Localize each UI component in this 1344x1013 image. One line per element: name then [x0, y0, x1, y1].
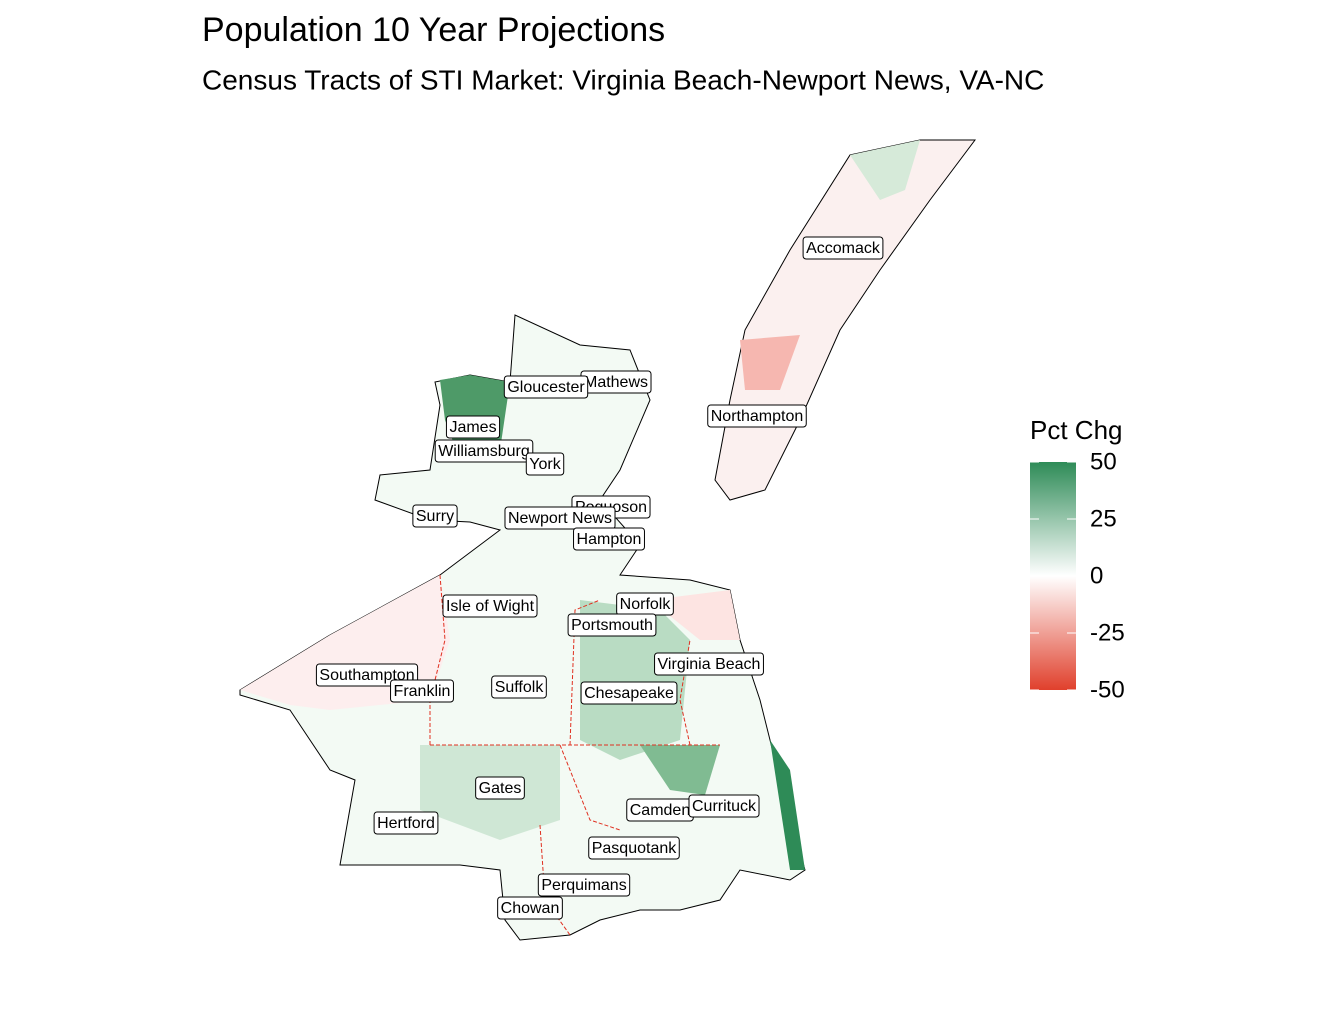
legend-ticks: 50 25 0 -25 -50 [1030, 448, 1125, 703]
label-text: Isle of Wight [446, 598, 535, 615]
eastern-shore-decline [740, 335, 800, 390]
label-text: Southampton [319, 667, 414, 684]
legend-tick-label: 50 [1090, 448, 1117, 475]
county-border [559, 744, 621, 831]
county-label: Suffolk [491, 675, 547, 699]
label-box [442, 594, 538, 618]
label-text: Currituck [692, 798, 757, 815]
label-text: Perquimans [541, 877, 626, 894]
label-text: Virginia Beach [658, 656, 761, 673]
label-box [707, 404, 807, 428]
chesapeake-area [580, 600, 690, 760]
label-box [588, 836, 680, 860]
county-label: Surry [412, 504, 458, 528]
county-label: James [445, 415, 501, 439]
county-label: Hampton [573, 527, 645, 551]
county-label: Camden [626, 798, 694, 822]
label-text: Camden [630, 802, 690, 819]
label-text: Hampton [577, 531, 642, 548]
label-box [802, 236, 884, 260]
county-label: Pasquotank [588, 836, 680, 860]
currituck-area [640, 745, 720, 795]
county-label: Currituck [688, 794, 760, 818]
county-label: York [525, 452, 565, 476]
eastern-shore-growth [850, 140, 920, 200]
county-label: Perquimans [537, 873, 631, 897]
label-text: Surry [416, 508, 454, 525]
county-label: Gates [475, 776, 525, 800]
label-text: Newport News [508, 510, 612, 527]
label-text: Portsmouth [571, 617, 653, 634]
legend-tick-label: -25 [1090, 619, 1125, 646]
label-box [503, 375, 589, 399]
label-text: Chowan [501, 900, 560, 917]
label-text: Hertford [377, 815, 435, 832]
label-text: Williamsburg [438, 443, 530, 460]
label-text: Norfolk [620, 596, 672, 613]
county-label: Northampton [707, 404, 807, 428]
label-box [373, 811, 439, 835]
label-box [537, 873, 631, 897]
county-label: Mathews [580, 370, 652, 394]
label-box [580, 681, 678, 705]
label-box [475, 776, 525, 800]
county-label: Newport News [504, 506, 616, 530]
county-label: Chesapeake [580, 681, 678, 705]
label-box [390, 679, 454, 703]
legend-tick-label: -50 [1090, 676, 1125, 703]
label-text: Northampton [711, 408, 804, 425]
label-text: James [449, 419, 496, 436]
title: Population 10 Year Projections [202, 11, 665, 49]
county-label: Norfolk [616, 592, 674, 616]
county-label: Williamsburg [434, 439, 534, 463]
label-text: Accomack [806, 240, 881, 257]
label-box [688, 794, 760, 818]
label-box [445, 415, 501, 439]
label-box [504, 506, 616, 530]
county-label: Gloucester [503, 375, 589, 399]
legend-tick-label: 0 [1090, 562, 1103, 589]
county-border [569, 599, 601, 746]
label-text: Suffolk [495, 679, 545, 696]
county-label: Virginia Beach [654, 652, 764, 676]
label-box [525, 452, 565, 476]
county-label: Portsmouth [567, 613, 657, 637]
label-box [497, 896, 563, 920]
label-box [434, 439, 534, 463]
label-box [573, 527, 645, 551]
label-text: Franklin [394, 683, 451, 700]
label-text: Gates [479, 780, 522, 797]
label-box [491, 675, 547, 699]
legend-tick-label: 25 [1090, 505, 1117, 532]
legend-title: Pct Chg [1030, 415, 1123, 445]
subtitle: Census Tracts of STI Market: Virginia Be… [202, 64, 1044, 95]
label-box [412, 504, 458, 528]
label-text: Chesapeake [584, 685, 674, 702]
mainland [239, 314, 806, 941]
outer-banks [770, 740, 805, 870]
label-text: Mathews [584, 374, 648, 391]
county-label: Accomack [802, 236, 884, 260]
county-label: Isle of Wight [442, 594, 538, 618]
county-label: Chowan [497, 896, 563, 920]
county-label: Hertford [373, 811, 439, 835]
label-text: Pasquotank [592, 840, 678, 857]
label-box [654, 652, 764, 676]
county-label: Franklin [390, 679, 454, 703]
label-text: York [529, 456, 561, 473]
label-box [567, 613, 657, 637]
label-text: Gloucester [507, 379, 585, 396]
